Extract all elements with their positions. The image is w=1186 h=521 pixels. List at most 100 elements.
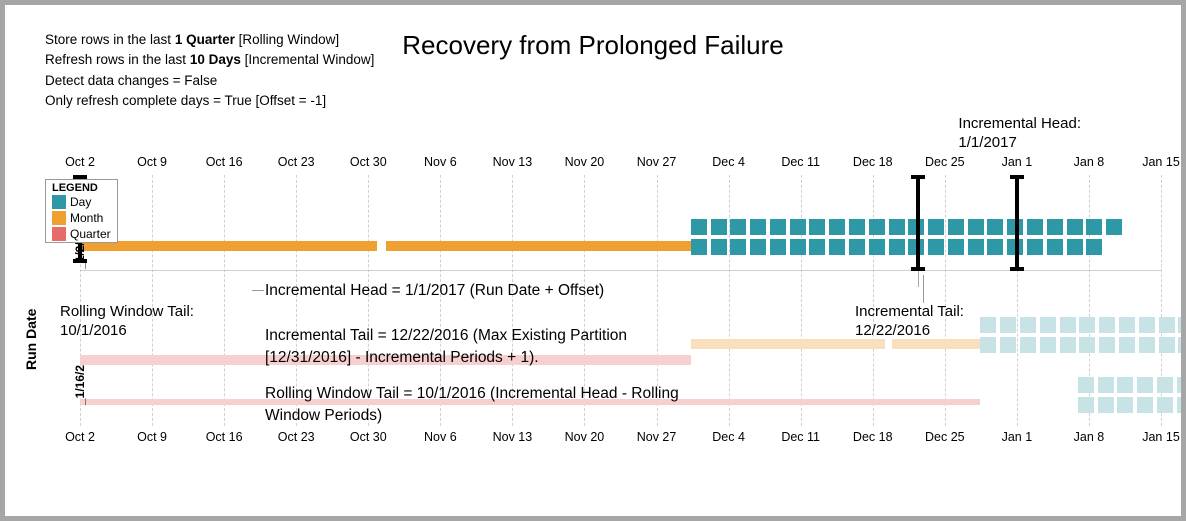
day-square bbox=[790, 219, 806, 235]
day-square bbox=[711, 219, 727, 235]
day-square bbox=[1000, 337, 1016, 353]
day-square bbox=[968, 219, 984, 235]
date-label: Oct 16 bbox=[206, 430, 243, 444]
date-label: Nov 6 bbox=[424, 155, 457, 169]
day-square bbox=[1117, 377, 1133, 393]
day-square bbox=[1137, 377, 1153, 393]
range-marker bbox=[1010, 175, 1024, 271]
date-label: Oct 9 bbox=[137, 430, 167, 444]
chart-frame: Store rows in the last 1 Quarter [Rollin… bbox=[0, 0, 1186, 521]
day-square bbox=[869, 219, 885, 235]
legend-row: Month bbox=[46, 210, 117, 226]
day-square bbox=[1040, 337, 1056, 353]
annotation-head: Incremental Head = 1/1/2017 (Run Date + … bbox=[265, 280, 604, 302]
day-square bbox=[790, 239, 806, 255]
day-square bbox=[987, 219, 1003, 235]
day-square bbox=[1079, 317, 1095, 333]
day-square bbox=[889, 239, 905, 255]
marker-label-rolling-tail: Rolling Window Tail: 10/1/2016 bbox=[60, 303, 194, 341]
date-label: Dec 11 bbox=[781, 430, 820, 444]
date-label: Dec 18 bbox=[853, 155, 893, 169]
date-label: Nov 13 bbox=[493, 155, 533, 169]
legend-label: Quarter bbox=[70, 227, 111, 241]
day-square bbox=[711, 239, 727, 255]
date-label: Oct 16 bbox=[206, 155, 243, 169]
grid-line bbox=[224, 175, 225, 426]
date-label: Oct 23 bbox=[278, 155, 315, 169]
date-label: Nov 13 bbox=[493, 430, 533, 444]
day-square bbox=[1098, 397, 1114, 413]
day-square bbox=[1117, 397, 1133, 413]
legend-row: Quarter bbox=[46, 226, 117, 242]
day-square bbox=[980, 337, 996, 353]
day-square bbox=[980, 317, 996, 333]
day-square bbox=[1060, 337, 1076, 353]
legend-box: LEGEND DayMonthQuarter bbox=[45, 179, 118, 243]
day-square bbox=[889, 219, 905, 235]
date-label: Oct 2 bbox=[65, 430, 95, 444]
date-label: Dec 4 bbox=[712, 155, 745, 169]
day-square bbox=[1177, 397, 1186, 413]
marker-label-text: Rolling Window Tail: bbox=[60, 303, 194, 320]
marker-label-incremental-tail: Incremental Tail: 12/22/2016 bbox=[855, 303, 964, 341]
connector-line bbox=[923, 275, 924, 303]
chart-title: Recovery from Prolonged Failure bbox=[5, 30, 1181, 61]
range-marker bbox=[911, 175, 925, 271]
day-square bbox=[1078, 377, 1094, 393]
date-label: Oct 23 bbox=[278, 430, 315, 444]
date-label: Jan 1 bbox=[1002, 430, 1033, 444]
date-label: Oct 30 bbox=[350, 430, 387, 444]
date-label: Jan 15 bbox=[1142, 155, 1180, 169]
day-square bbox=[1086, 239, 1102, 255]
day-square bbox=[1137, 397, 1153, 413]
day-square bbox=[849, 239, 865, 255]
y-tick-bottom: _1/16/2 bbox=[73, 365, 87, 405]
date-axis-bottom: Oct 2Oct 9Oct 16Oct 23Oct 30Nov 6Nov 13N… bbox=[80, 430, 1161, 448]
day-square bbox=[1159, 317, 1175, 333]
day-square bbox=[829, 219, 845, 235]
day-square bbox=[1047, 239, 1063, 255]
day-square bbox=[770, 219, 786, 235]
day-square bbox=[849, 219, 865, 235]
date-label: Jan 15 bbox=[1142, 430, 1180, 444]
day-square bbox=[1067, 219, 1083, 235]
legend-swatch bbox=[52, 195, 66, 209]
bar-month bbox=[80, 241, 377, 251]
day-square bbox=[1157, 377, 1173, 393]
day-square bbox=[1027, 239, 1043, 255]
day-square bbox=[691, 219, 707, 235]
date-label: Dec 18 bbox=[853, 430, 893, 444]
date-label: Jan 1 bbox=[1002, 155, 1033, 169]
date-label: Dec 4 bbox=[712, 430, 745, 444]
grid-line bbox=[801, 175, 802, 426]
date-axis-top: Oct 2Oct 9Oct 16Oct 23Oct 30Nov 6Nov 13N… bbox=[80, 155, 1161, 173]
day-square bbox=[987, 239, 1003, 255]
day-square bbox=[1086, 219, 1102, 235]
day-square bbox=[770, 239, 786, 255]
bar-month bbox=[892, 339, 981, 349]
date-label: Dec 25 bbox=[925, 430, 965, 444]
date-label: Oct 30 bbox=[350, 155, 387, 169]
bar-month bbox=[386, 241, 691, 251]
day-square bbox=[809, 239, 825, 255]
grid-line bbox=[945, 175, 946, 426]
day-square bbox=[968, 239, 984, 255]
date-label: Dec 25 bbox=[925, 155, 965, 169]
legend-label: Month bbox=[70, 211, 103, 225]
annotation-rolling: Rolling Window Tail = 10/1/2016 (Increme… bbox=[265, 383, 685, 428]
day-square bbox=[1177, 377, 1186, 393]
day-square bbox=[1000, 317, 1016, 333]
date-label: Nov 20 bbox=[565, 155, 605, 169]
day-square bbox=[1079, 337, 1095, 353]
marker-label-text: Incremental Tail: bbox=[855, 303, 964, 320]
row-divider bbox=[80, 270, 1161, 271]
day-square bbox=[829, 239, 845, 255]
legend-label: Day bbox=[70, 195, 91, 209]
day-square bbox=[1040, 317, 1056, 333]
day-square bbox=[948, 219, 964, 235]
legend-row: Day bbox=[46, 194, 117, 210]
day-square bbox=[750, 219, 766, 235]
day-square bbox=[1099, 337, 1115, 353]
date-label: Nov 27 bbox=[637, 430, 677, 444]
day-square bbox=[1078, 397, 1094, 413]
